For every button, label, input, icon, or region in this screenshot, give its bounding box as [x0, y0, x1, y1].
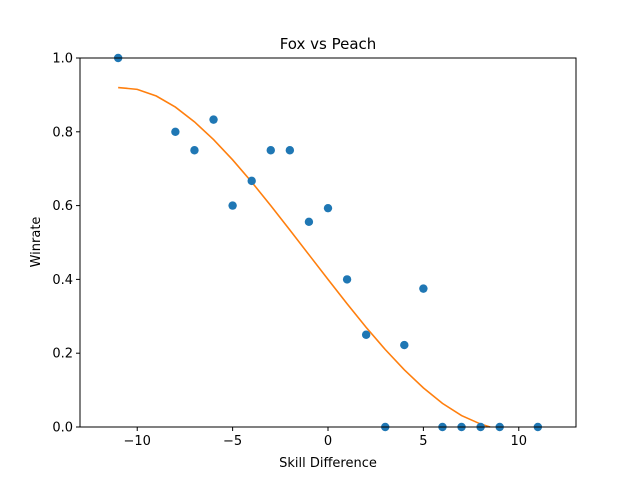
x-tick-label: 0	[324, 434, 332, 449]
scatter-point	[171, 127, 180, 136]
y-axis-title: Winrate	[29, 217, 44, 268]
x-axis-ticks: −10 −5 0 5 10	[124, 427, 527, 449]
scatter-point	[400, 340, 409, 350]
chart-title: Fox vs Peach	[280, 35, 377, 53]
x-tick-label: 5	[419, 434, 427, 449]
x-axis-title: Skill Difference	[279, 456, 377, 471]
y-axis-ticks: 0.0 0.2 0.4 0.6 0.8 1.0	[52, 52, 80, 436]
scatter-point	[247, 176, 256, 186]
scatter-point	[190, 146, 199, 155]
y-tick-label: 0.8	[52, 125, 73, 140]
scatter-point	[361, 330, 371, 339]
y-tick-label: 0.2	[52, 347, 73, 362]
y-tick-label: 0.6	[52, 199, 73, 214]
x-tick-label: 10	[510, 434, 527, 449]
x-tick-label: −10	[124, 434, 151, 449]
scatter-point	[304, 217, 314, 227]
scatter-point	[323, 203, 333, 213]
fit-curve	[118, 86, 491, 428]
fit-curve-layer	[118, 86, 491, 428]
y-tick-label: 0.0	[52, 421, 73, 436]
x-tick-label: −5	[223, 434, 242, 449]
y-tick-label: 1.0	[52, 52, 73, 67]
scatter-point	[419, 284, 428, 293]
scatter-point	[266, 146, 275, 155]
plot-area	[80, 58, 576, 427]
y-tick-label: 0.4	[52, 273, 73, 288]
scatter-points-layer	[113, 53, 543, 432]
scatter-point	[285, 146, 295, 155]
scatter-point	[342, 275, 352, 284]
scatter-point	[228, 201, 237, 210]
scatter-point	[209, 115, 218, 124]
